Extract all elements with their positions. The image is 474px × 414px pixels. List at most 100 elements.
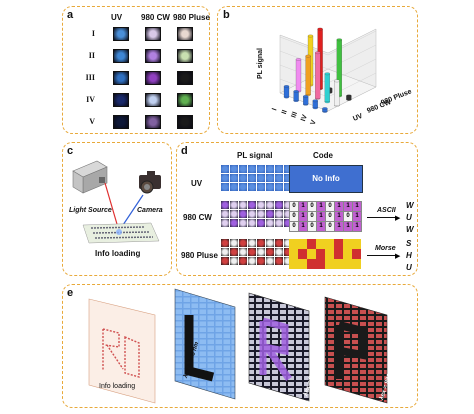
sample-cell [177,49,193,63]
pl-cell [239,183,247,191]
bar-II-0 [293,90,299,102]
pl-cell [257,201,265,209]
panel-b: b PL signal I II III IV V UV 980 CW 980 Plus… [217,6,418,134]
depth-label-uv: UV [352,113,364,123]
col-header-code: Code [313,151,333,160]
bar-V-0 [322,107,328,113]
light-source-icon [72,160,108,194]
sample-cell [145,71,161,85]
code-uv: No Info [289,165,363,193]
pl-cell [230,248,238,256]
pl-cell [230,210,238,218]
bar-I-0 [283,85,290,99]
excitation-beam [104,182,120,232]
ascii-arrow-head: ▶ [395,215,401,222]
morse-block [334,249,343,259]
no-info-text: No Info [312,174,340,183]
pl-cell [239,239,247,247]
morse-block [334,259,343,269]
pl-cell [221,165,229,173]
row-label-uv: UV [191,179,203,188]
gridline [279,44,377,70]
pl-cell [284,183,292,191]
light-source-label: Light Source [69,207,112,214]
setup-illustration [72,160,161,244]
pl-cell [230,257,238,265]
ascii-letter-1: W [406,201,414,210]
x-tick-label: I [271,107,278,111]
pl-cell [221,239,229,247]
x-tick-label: II [281,109,289,115]
pl-cell [239,219,247,227]
pl-cell [257,210,265,218]
morse-block [352,239,361,249]
morse-block [289,249,298,259]
panel-d-label: d [181,145,188,157]
row-label-980cw: 980 CW [183,213,212,222]
sample-cell [113,115,129,129]
pl-cell [221,183,229,191]
morse-arrow-head: ▶ [395,253,401,260]
morse-block [289,239,298,249]
sample-cell [177,115,193,129]
sample-cell [113,93,129,107]
pl-cell [239,174,247,182]
x-tick-label: III [291,111,300,119]
morse-block [298,249,307,259]
pl-cell [284,201,292,209]
pl-cell [275,210,283,218]
pl-cell [266,210,274,218]
sample-cell [145,115,161,129]
morse-label: Morse [375,245,396,252]
pl-cell [221,174,229,182]
morse-block [343,239,352,249]
pl-cell [257,174,265,182]
sample-cell [177,71,193,85]
pl-cell [239,201,247,209]
col-header-980cw: 980 CW [141,13,170,22]
panel-d: d PL signal Code UV 980 CW 980 Pluse No … [176,142,418,276]
bar-V-1 [334,79,340,107]
col-header-uv: UV [111,13,123,22]
pl-cell [284,174,292,182]
pl-cell [284,219,292,227]
pl-cell [230,165,238,173]
pl-cell [248,174,256,182]
info-loading-sheet [88,298,156,404]
bar-III-0 [303,95,309,106]
morse-block [325,249,334,259]
pl-cell [230,219,238,227]
sample-cell [177,27,193,41]
pl-cell [275,201,283,209]
camera-icon [139,171,161,194]
pl-cell [257,219,265,227]
pl-cell [230,239,238,247]
ylabel: PL signal [257,48,264,79]
pl-cell [266,174,274,182]
morse-arrow [367,255,397,256]
pl-cell [221,219,229,227]
pl-cell [266,165,274,173]
panel-c: c Light Source Camera Info loading [62,142,172,276]
panel-c-label: c [67,145,74,157]
morse-block [289,259,298,269]
pl-cell [257,165,265,173]
pl-cell [248,257,256,265]
morse-block [316,259,325,269]
bar-II-1 [305,54,311,96]
sample-cell [145,27,161,41]
pl-cell [266,239,274,247]
pl-cell [248,248,256,256]
pl-cell [239,210,247,218]
pl-cell [266,201,274,209]
pl-cell [257,183,265,191]
morse-block [307,259,316,269]
sample-cell [177,93,193,107]
ascii-arrow [367,217,397,218]
camera-label: Camera [137,207,163,214]
pl-cell [257,248,265,256]
pl-cell [221,248,229,256]
morse-block [307,249,316,259]
pl-cell [266,257,274,265]
col-header-pl: PL signal [237,151,273,160]
